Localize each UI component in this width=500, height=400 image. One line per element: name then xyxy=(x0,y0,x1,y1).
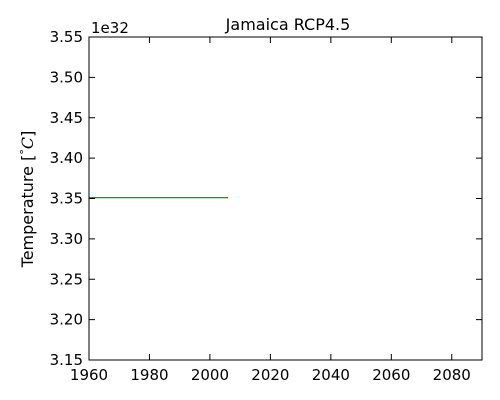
x-tick-label: 2000 xyxy=(191,366,229,384)
y-axis-label: Temperature [°C] xyxy=(18,131,37,269)
x-tick-label: 2040 xyxy=(312,366,350,384)
y-axis-label-unit: C xyxy=(18,137,37,149)
x-tick-label: 1980 xyxy=(130,366,168,384)
y-tick-label: 3.45 xyxy=(50,109,83,127)
y-tick-label: 3.15 xyxy=(50,351,83,369)
y-axis-label-degree: ° xyxy=(18,149,31,155)
y-tick-label: 3.55 xyxy=(50,28,83,46)
x-tick-label: 2020 xyxy=(251,366,289,384)
y-tick-label: 3.30 xyxy=(50,230,83,248)
y-tick-label: 3.25 xyxy=(50,270,83,288)
y-tick-label: 3.40 xyxy=(50,149,83,167)
y-tick-label: 3.50 xyxy=(50,68,83,86)
y-tick-label: 3.35 xyxy=(50,190,83,208)
chart-title: Jamaica RCP4.5 xyxy=(225,15,351,34)
y-axis-offset-label: 1e32 xyxy=(91,19,129,37)
y-axis-label-suffix: ] xyxy=(18,131,37,137)
x-tick-label: 2080 xyxy=(433,366,471,384)
y-axis-label-prefix: Temperature [ xyxy=(18,155,37,269)
x-tick-label: 2060 xyxy=(372,366,410,384)
x-tick-label: 1960 xyxy=(70,366,108,384)
tick-layer: 1960 1980 2000 2020 2040 2060 2080 3.15 3.20 3.25… xyxy=(50,28,482,384)
plot-frame xyxy=(88,36,483,361)
y-tick-label: 3.20 xyxy=(50,311,83,329)
